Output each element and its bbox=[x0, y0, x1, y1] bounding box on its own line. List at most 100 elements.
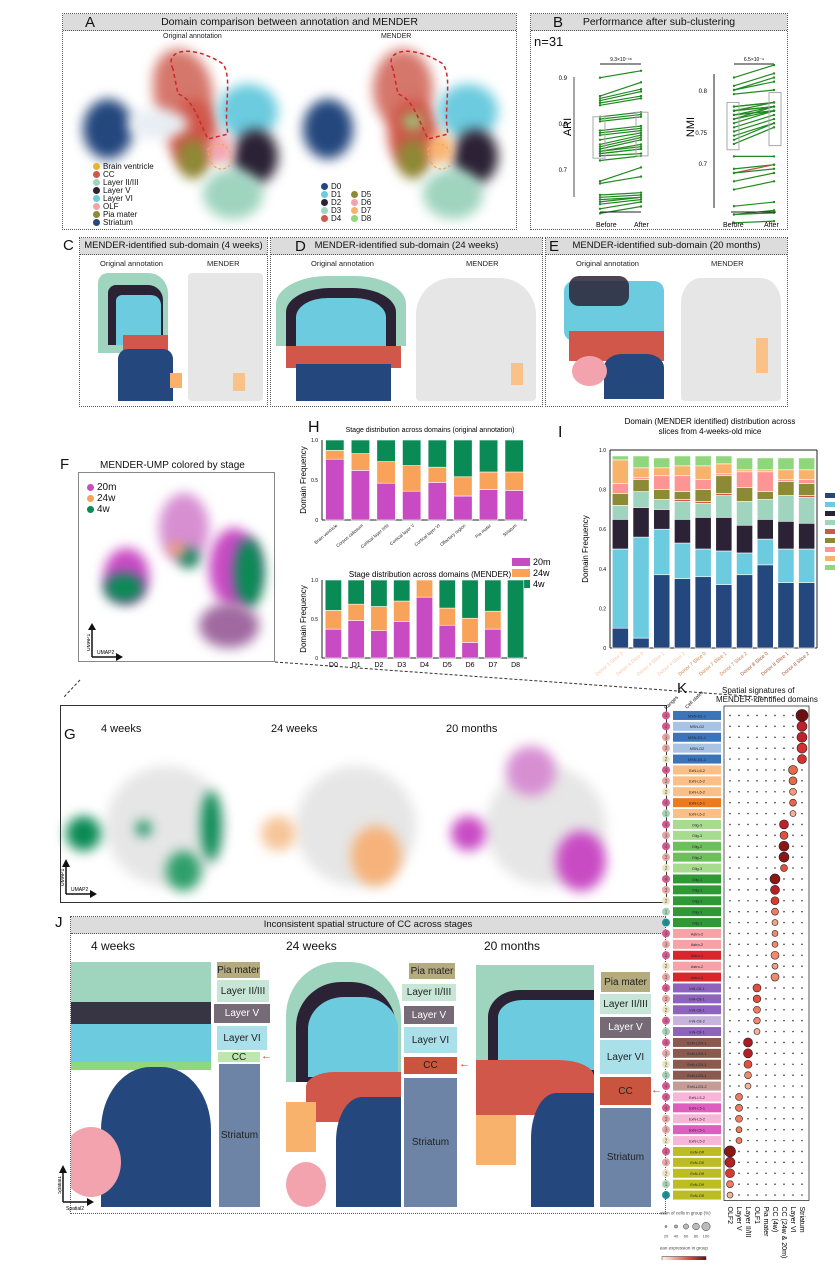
dot bbox=[765, 878, 767, 880]
dot bbox=[756, 1161, 758, 1164]
bar-segment-24w bbox=[347, 603, 365, 621]
cell-state-chip bbox=[673, 994, 721, 1004]
bar-segment-4w bbox=[376, 439, 396, 462]
range-badge bbox=[662, 733, 670, 742]
bar-segment-D7 bbox=[674, 465, 691, 477]
dot-signature bbox=[796, 731, 808, 743]
dot bbox=[774, 1052, 776, 1055]
bar-segment-D7 bbox=[611, 459, 629, 484]
tissue-mender-24w bbox=[416, 278, 536, 401]
dot bbox=[801, 943, 803, 946]
dot bbox=[765, 714, 767, 717]
bar-segment-4w bbox=[325, 439, 345, 451]
domain-label: CC (24w & 20m) bbox=[780, 1207, 787, 1259]
legend-label: 24w bbox=[533, 568, 550, 578]
j24w-layer-2-3: Layer II/III bbox=[402, 984, 456, 1001]
dot bbox=[756, 889, 758, 891]
dot bbox=[747, 998, 749, 1000]
ari-pair-line bbox=[599, 70, 642, 79]
ari-tick: 0.8 bbox=[559, 122, 568, 128]
cell-state-label: ExN-Olf bbox=[690, 1183, 704, 1187]
bar-segment-D8 bbox=[694, 455, 712, 467]
dot-signature bbox=[796, 721, 808, 732]
dot bbox=[801, 954, 803, 957]
dot bbox=[729, 1096, 731, 1098]
cell-state-chip bbox=[673, 1081, 721, 1091]
nmi-point bbox=[772, 63, 776, 67]
ari-point bbox=[598, 145, 602, 148]
ari-pair-line bbox=[599, 136, 642, 148]
annotation-legend: Brain ventricle CC Layer II/III Layer V … bbox=[93, 162, 203, 232]
x-tick-label: D3 bbox=[397, 662, 406, 669]
dot bbox=[747, 1117, 749, 1120]
dot bbox=[738, 921, 740, 924]
dot-signature bbox=[780, 864, 788, 872]
range-badge-label: 4 bbox=[665, 1106, 668, 1112]
dot bbox=[756, 954, 758, 957]
dot bbox=[801, 932, 803, 935]
dot bbox=[747, 769, 749, 771]
dot bbox=[756, 932, 758, 935]
dot bbox=[756, 1052, 758, 1055]
size-legend-title: Fraction of cells in group (%) bbox=[660, 1211, 711, 1216]
legend-4w: 4w bbox=[97, 504, 110, 515]
dot bbox=[756, 1041, 758, 1044]
x-tick-label: D1 bbox=[352, 662, 361, 669]
ari-pair-line bbox=[599, 88, 642, 99]
dot bbox=[792, 976, 794, 978]
dot bbox=[756, 910, 758, 913]
legend-item: Layer VI bbox=[93, 194, 133, 204]
bar-segment-20m bbox=[479, 489, 499, 521]
cell-state-label: InN-C8-2 bbox=[689, 1019, 704, 1023]
dot bbox=[738, 1019, 740, 1022]
dot bbox=[747, 921, 749, 924]
ari-point bbox=[598, 196, 602, 199]
dot bbox=[801, 845, 803, 848]
cell-state-label: ExN-L5-2 bbox=[689, 1139, 705, 1143]
dot bbox=[729, 1063, 731, 1066]
dot bbox=[729, 780, 731, 782]
cc-arrow-icon: ← bbox=[261, 1050, 272, 1062]
dot bbox=[801, 1074, 803, 1076]
y-axis-label: Domain Frequency bbox=[581, 515, 590, 583]
panel-a: A Domain comparison between annotation a… bbox=[62, 13, 517, 230]
nmi-pair-line bbox=[733, 81, 775, 91]
nmi-xtick-after: After bbox=[764, 222, 779, 229]
y-tick-label: 0 bbox=[315, 518, 318, 524]
dot bbox=[783, 736, 785, 739]
legend-swatch bbox=[825, 556, 835, 561]
dot bbox=[801, 780, 803, 782]
dot bbox=[774, 812, 776, 815]
dot bbox=[738, 1030, 740, 1033]
bar-segment-D0 bbox=[798, 582, 816, 649]
dot bbox=[738, 714, 740, 717]
cell-state-chip bbox=[673, 874, 721, 884]
dot bbox=[774, 1074, 776, 1076]
dot bbox=[765, 823, 767, 826]
domain-label: Layer VI bbox=[789, 1207, 796, 1233]
dot bbox=[765, 943, 767, 946]
nmi-point bbox=[732, 113, 736, 117]
bar-segment-D1 bbox=[611, 548, 629, 629]
dot bbox=[801, 878, 803, 880]
range-badge bbox=[662, 842, 670, 851]
dot bbox=[738, 899, 740, 902]
dot bbox=[738, 834, 740, 837]
dot bbox=[783, 1107, 785, 1109]
x-tick-label: D6 bbox=[466, 662, 475, 669]
dot bbox=[729, 790, 731, 793]
domain-label: Striatum bbox=[798, 1207, 805, 1233]
nmi-point bbox=[732, 76, 736, 79]
ari-point bbox=[639, 196, 643, 199]
j20m-pia-mater: Pia mater bbox=[601, 972, 650, 992]
bar-segment-D5 bbox=[632, 479, 650, 492]
range-badge bbox=[662, 1147, 670, 1156]
range-badge-label: 2 bbox=[665, 790, 668, 796]
cell-state-chip bbox=[673, 809, 721, 819]
dot bbox=[729, 1085, 731, 1087]
bar-segment-4w bbox=[453, 439, 473, 478]
dot bbox=[801, 1085, 803, 1087]
domain-label: CC (4w) bbox=[771, 1207, 778, 1233]
dot bbox=[801, 1117, 803, 1120]
j24w-pia-mater: Pia mater bbox=[409, 963, 455, 979]
